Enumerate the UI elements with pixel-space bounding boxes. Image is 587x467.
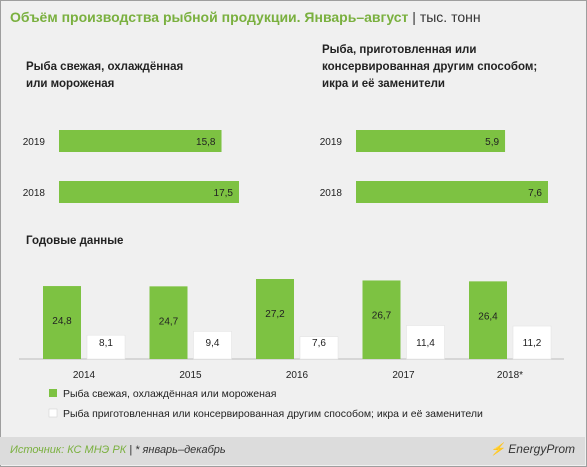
left-panel-title: Рыба свежая, охлаждённая или мороженая	[26, 59, 183, 93]
legend-label: Рыба приготовленная или консервированная…	[63, 408, 483, 420]
annual-category-label: 2016	[286, 370, 309, 381]
left-category-label: 2018	[23, 188, 46, 199]
annual-category-label: 2014	[73, 370, 96, 381]
chart-title: Объём производства рыбной продукции. Янв…	[10, 9, 409, 25]
left-title-line: Рыба свежая, охлаждённая	[26, 61, 184, 73]
right-bar	[356, 130, 506, 152]
annual-value-label-processed: 11,4	[416, 338, 435, 349]
source-label: Источник: КС МНЭ РК	[10, 444, 127, 456]
right-panel-title: Рыба, приготовленная или консервированна…	[322, 42, 537, 93]
annual-value-label-processed: 9,4	[206, 338, 220, 349]
right-bar	[356, 181, 548, 203]
left-title-line: или мороженая	[26, 78, 115, 90]
left-category-label: 2019	[23, 137, 46, 148]
source-note: Источник: КС МНЭ РК | * январь–декабрь	[10, 444, 226, 456]
charts-canvas: 2019 15,8 2018 17,5 2019 5,9 2018 7,6 24,8 8,1 201…	[19, 130, 564, 420]
chart-header: Объём производства рыбной продукции. Янв…	[10, 9, 481, 25]
lightning-icon: ⚡	[490, 442, 505, 456]
annual-value-label-processed: 8,1	[99, 338, 113, 349]
annual-bar-processed	[193, 331, 232, 360]
annual-bar-processed	[512, 325, 552, 360]
brand-name: EnergyProm	[508, 442, 575, 456]
annual-bar-processed	[86, 334, 126, 360]
unit-label: тыс. тонн	[419, 9, 481, 25]
annual-category-label: 2018*	[497, 370, 523, 381]
legend-swatch	[49, 389, 57, 397]
legend-swatch	[48, 408, 58, 418]
annual-value-label-fresh: 26,4	[478, 311, 498, 322]
annual-panel-title: Годовые данные	[26, 235, 124, 247]
right-category-label: 2018	[320, 188, 343, 199]
annual-value-label-processed: 7,6	[312, 338, 326, 349]
footer-separator: |	[129, 444, 133, 456]
right-title-line: консервированная другим способом;	[322, 61, 538, 73]
annual-value-label-fresh: 24,7	[159, 316, 179, 327]
annual-value-label-processed: 11,2	[523, 338, 542, 349]
right-value-label: 7,6	[528, 188, 542, 199]
annual-bar-fresh	[362, 280, 401, 359]
annual-bar-fresh	[469, 281, 507, 359]
annual-value-label-fresh: 26,7	[372, 310, 392, 321]
right-title-line: Рыба, приготовленная или	[322, 44, 477, 56]
footer-bar	[0, 437, 585, 465]
legend-label: Рыба свежая, охлаждённая или мороженая	[63, 388, 276, 400]
annual-bar-processed	[406, 325, 445, 360]
annual-value-label-fresh: 24,8	[52, 316, 72, 327]
left-bar	[59, 181, 239, 203]
left-bar	[59, 130, 222, 152]
right-category-label: 2019	[320, 137, 343, 148]
right-value-label: 5,9	[485, 137, 499, 148]
annual-bar-fresh	[149, 286, 188, 359]
annual-bar-fresh	[43, 286, 81, 359]
right-title-line: икра и её заменители	[322, 78, 445, 90]
left-value-label: 17,5	[214, 188, 234, 199]
annual-category-label: 2015	[179, 370, 202, 381]
annual-bar-processed	[299, 336, 339, 360]
annual-value-label-fresh: 27,2	[265, 309, 285, 320]
footnote: * январь–декабрь	[135, 444, 226, 456]
brand-logo: ⚡ EnergyProm	[490, 442, 575, 456]
left-value-label: 15,8	[196, 137, 216, 148]
annual-category-label: 2017	[392, 370, 415, 381]
annual-bar-fresh	[256, 279, 294, 359]
title-separator: |	[412, 9, 416, 25]
